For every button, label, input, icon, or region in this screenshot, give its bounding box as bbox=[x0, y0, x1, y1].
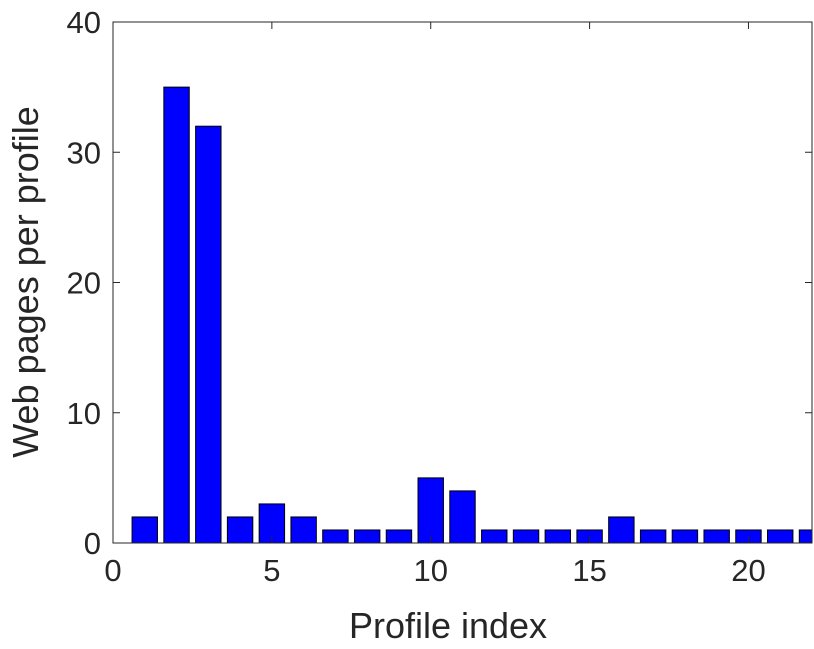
y-tick-label: 30 bbox=[67, 135, 101, 170]
x-tick-label: 0 bbox=[104, 553, 121, 588]
plot-area bbox=[113, 22, 812, 543]
y-tick-label: 10 bbox=[67, 396, 101, 431]
bar-profile-7 bbox=[322, 529, 349, 544]
bar-profile-14 bbox=[544, 529, 572, 544]
bar-profile-3 bbox=[195, 125, 222, 544]
x-axis-label: Profile index bbox=[349, 605, 547, 646]
bar-profile-16 bbox=[608, 516, 635, 544]
bar-profile-1 bbox=[131, 516, 158, 544]
bar-profile-18 bbox=[671, 529, 699, 544]
bar-profile-21 bbox=[767, 529, 794, 544]
bar-profile-10 bbox=[417, 477, 444, 544]
bar-profile-13 bbox=[512, 529, 540, 544]
x-tick-label: 5 bbox=[263, 553, 280, 588]
bar-profile-17 bbox=[639, 529, 667, 544]
bar-profile-19 bbox=[703, 529, 730, 544]
bar-profile-11 bbox=[449, 490, 476, 544]
plot-frame bbox=[112, 21, 813, 544]
y-tick-label: 20 bbox=[67, 266, 101, 301]
bar-profile-12 bbox=[481, 529, 508, 544]
bar-profile-22 bbox=[798, 529, 813, 544]
bar-profile-9 bbox=[385, 529, 413, 544]
bar-profile-6 bbox=[290, 516, 317, 544]
x-tick-label: 20 bbox=[731, 553, 765, 588]
bar-profile-4 bbox=[226, 516, 254, 544]
bars-group bbox=[131, 86, 813, 544]
bar-profile-2 bbox=[163, 86, 190, 544]
ticks-group: 0 5 10 15 20 0 10 20 30 40 bbox=[67, 5, 812, 588]
x-tick-label: 15 bbox=[572, 553, 606, 588]
x-tick-label: 10 bbox=[413, 553, 447, 588]
y-tick-label: 0 bbox=[84, 526, 101, 561]
y-tick-label: 40 bbox=[67, 5, 101, 40]
y-axis-label: Web pages per profile bbox=[5, 106, 46, 458]
bar-profile-8 bbox=[353, 529, 381, 544]
